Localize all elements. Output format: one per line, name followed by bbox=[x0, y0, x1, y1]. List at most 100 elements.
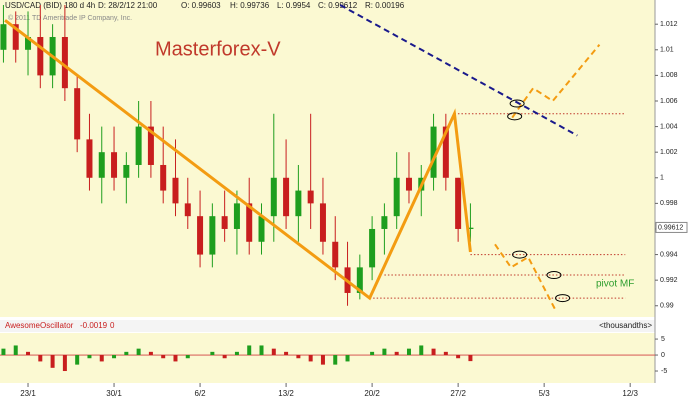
y-tick-label: 1.012 bbox=[660, 21, 678, 28]
trend-line bbox=[4, 19, 472, 301]
osc-bar bbox=[173, 355, 178, 362]
osc-bar bbox=[320, 355, 325, 365]
y-tick-label: 1.004 bbox=[660, 123, 678, 130]
candle-body bbox=[12, 24, 19, 50]
candle-body bbox=[209, 216, 216, 255]
x-tick-label: 30/1 bbox=[106, 389, 122, 398]
osc-bar bbox=[394, 351, 399, 356]
candle-body bbox=[37, 36, 44, 76]
candle-body bbox=[295, 190, 302, 217]
header-range: R: 0.00196 bbox=[365, 1, 405, 10]
candle-body bbox=[307, 190, 314, 204]
x-tick-label: 6/2 bbox=[195, 389, 207, 398]
header-date: D: 28/2/12 21:00 bbox=[98, 1, 158, 10]
candle-body bbox=[356, 267, 363, 293]
candle-body bbox=[111, 152, 118, 178]
y-tick-label: 1.006 bbox=[660, 98, 678, 105]
candle-body bbox=[61, 36, 68, 89]
chart-title: Masterforex-V bbox=[155, 38, 281, 60]
x-tick-label: 27/2 bbox=[450, 389, 466, 398]
candle-body bbox=[405, 177, 412, 191]
candle-body bbox=[455, 177, 462, 229]
candle-body bbox=[369, 228, 376, 268]
osc-bar bbox=[419, 345, 424, 356]
osc-bar bbox=[247, 345, 252, 356]
header-open: O: 0.99603 bbox=[181, 1, 221, 10]
osc-bar bbox=[124, 351, 129, 356]
y-tick-label: 0.998 bbox=[660, 200, 678, 207]
candle-body bbox=[221, 216, 228, 229]
osc-bar bbox=[148, 351, 153, 356]
candle-body bbox=[430, 126, 437, 178]
last-price: 0.99612 bbox=[658, 224, 683, 231]
candle-body bbox=[258, 216, 265, 242]
candle-body bbox=[25, 36, 32, 50]
osc-bar bbox=[468, 355, 473, 362]
osc-bar bbox=[38, 355, 43, 362]
candle-body bbox=[98, 152, 105, 178]
osc-bar bbox=[87, 355, 92, 359]
osc-bar bbox=[382, 348, 387, 356]
symbol: USD/CAD (BID) 180 d 4h bbox=[5, 1, 95, 10]
candle-body bbox=[172, 177, 179, 204]
candle-body bbox=[147, 126, 154, 165]
osc-bar bbox=[112, 355, 117, 359]
candle-body bbox=[442, 126, 449, 178]
osc-bar bbox=[345, 355, 350, 362]
oscillator-header bbox=[0, 320, 655, 332]
osc-bar bbox=[333, 355, 338, 365]
x-tick-label: 12/3 bbox=[622, 389, 638, 398]
x-tick-label: 23/1 bbox=[20, 389, 36, 398]
marker bbox=[507, 112, 523, 121]
header-low: L: 0.9954 bbox=[277, 1, 311, 10]
candle-body bbox=[270, 177, 277, 217]
x-tick-label: 5/3 bbox=[539, 389, 551, 398]
osc-bar bbox=[161, 355, 166, 359]
candle-body bbox=[467, 227, 474, 229]
y-tick-label: 0.994 bbox=[660, 251, 678, 258]
osc-bar bbox=[406, 348, 411, 356]
osc-bar bbox=[185, 355, 190, 359]
osc-bar bbox=[1, 348, 6, 356]
osc-bar bbox=[210, 351, 215, 356]
osc-bar bbox=[234, 351, 239, 356]
osc-bar bbox=[271, 348, 276, 356]
osc-bar bbox=[443, 351, 448, 356]
oscillator-panel bbox=[0, 333, 655, 383]
annotation: pivot MF bbox=[596, 279, 634, 290]
candle-body bbox=[74, 88, 81, 140]
osc-tick-label: -5 bbox=[661, 368, 667, 375]
osc-bar bbox=[13, 345, 18, 356]
osc-bar bbox=[50, 355, 55, 368]
candle-body bbox=[0, 24, 7, 50]
marker bbox=[546, 271, 562, 280]
indicator-value: -0.0019 bbox=[80, 321, 108, 330]
candle-body bbox=[233, 203, 240, 229]
last-price-box bbox=[655, 221, 688, 233]
osc-bar bbox=[222, 355, 227, 359]
candle-body bbox=[332, 241, 339, 268]
price-panel bbox=[0, 0, 655, 317]
osc-bar bbox=[296, 355, 301, 359]
candle-body bbox=[160, 164, 167, 191]
y-tick-label: 1.008 bbox=[660, 72, 678, 79]
indicator-name: AwesomeOscillator bbox=[5, 321, 74, 330]
trend-line bbox=[339, 4, 578, 137]
y-tick-label: 0.992 bbox=[660, 277, 678, 284]
candle-body bbox=[283, 177, 290, 217]
header-high: H: 0.99736 bbox=[230, 1, 270, 10]
candle-body bbox=[246, 203, 253, 242]
osc-bar bbox=[26, 351, 31, 356]
osc-bar bbox=[99, 355, 104, 362]
candle-body bbox=[197, 216, 204, 255]
osc-tick-label: 0 bbox=[661, 352, 665, 359]
x-tick-label: 20/2 bbox=[364, 389, 380, 398]
candle-body bbox=[319, 203, 326, 242]
y-tick-label: 1.002 bbox=[660, 149, 678, 156]
y-tick-label: 1.01 bbox=[660, 47, 674, 54]
header-close: C: 0.99612 bbox=[318, 1, 358, 10]
osc-bar bbox=[308, 355, 313, 362]
candle-body bbox=[135, 126, 142, 165]
osc-bar bbox=[284, 351, 289, 356]
x-tick-label: 13/2 bbox=[278, 389, 294, 398]
